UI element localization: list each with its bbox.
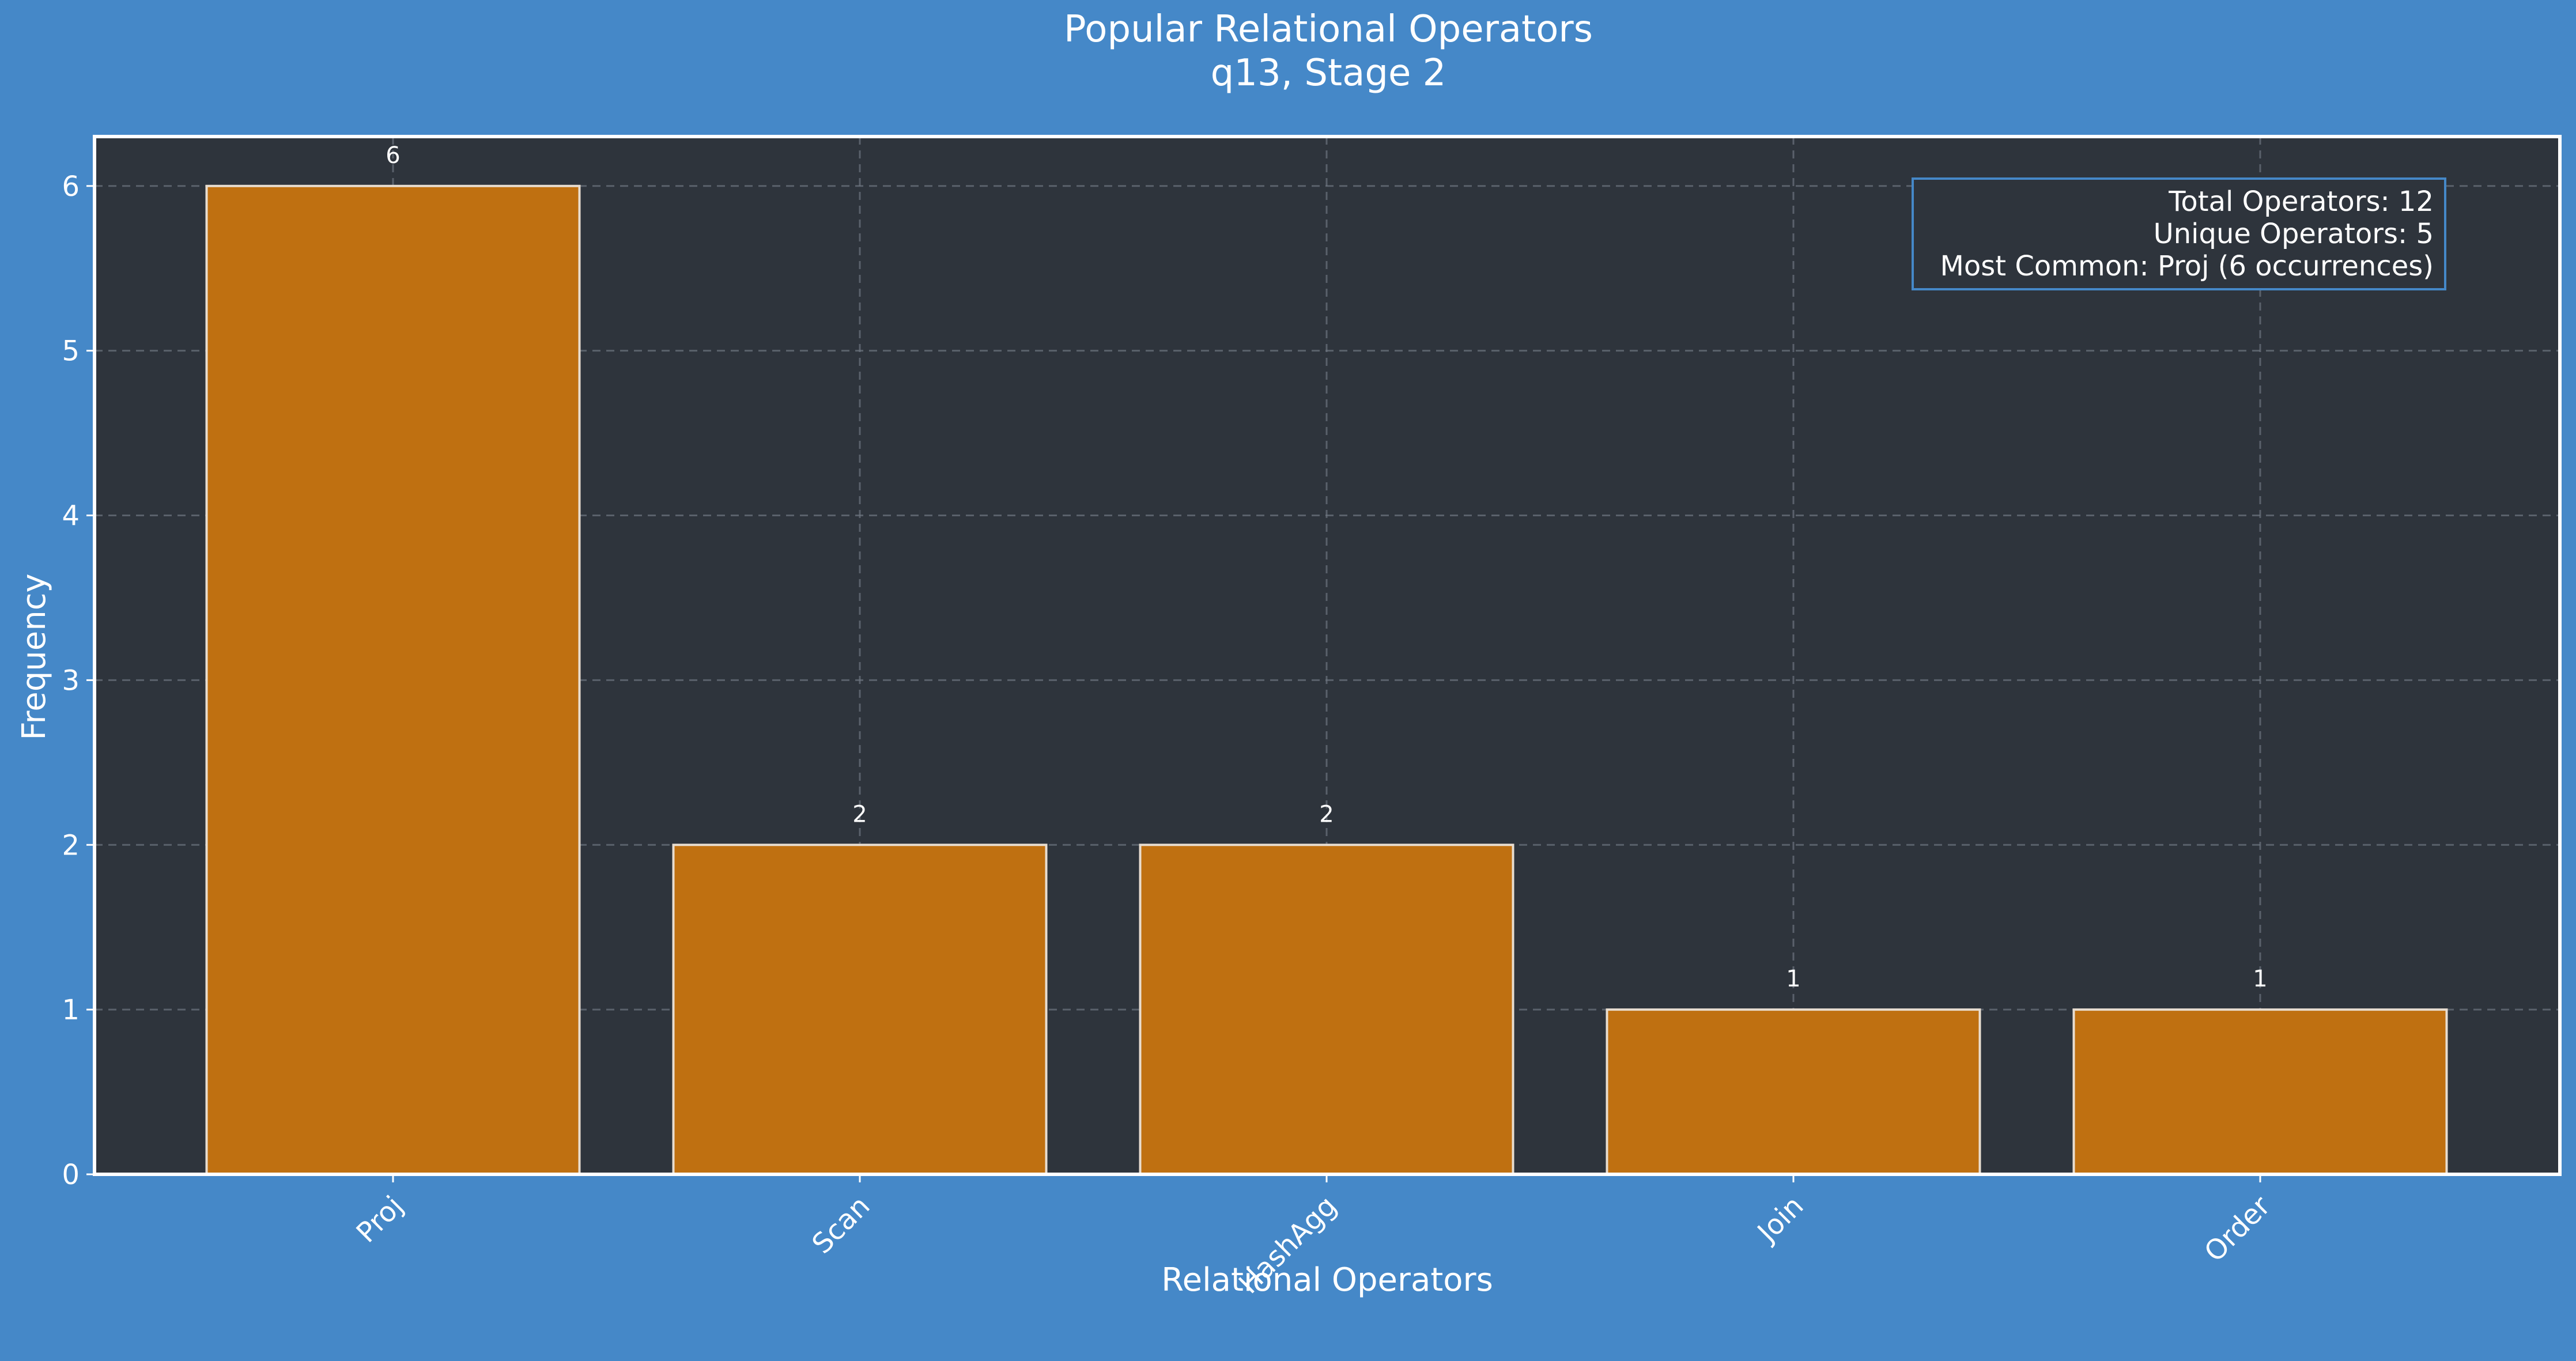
y-axis-label: Frequency (16, 573, 53, 740)
chart-subtitle: q13, Stage 2 (1211, 52, 1446, 94)
bar-order (2072, 1008, 2448, 1175)
data-label: 2 (852, 801, 867, 827)
stats-box: Total Operators: 12 Unique Operators: 5 … (1912, 177, 2446, 290)
chart-title: Popular Relational Operators (1064, 8, 1593, 51)
data-label: 6 (386, 142, 400, 169)
y-tick-label: 5 (62, 335, 80, 368)
stats-total-operators: Total Operators: 12 (2168, 186, 2434, 218)
bar-join (1606, 1008, 1981, 1175)
y-tick-label: 0 (62, 1159, 80, 1191)
stats-box-frame (1912, 177, 2446, 290)
bar-proj (205, 184, 581, 1175)
data-label: 1 (2253, 966, 2267, 992)
y-tick-label: 6 (62, 171, 80, 203)
y-tick-label: 3 (62, 664, 80, 697)
y-tick-label: 2 (62, 829, 80, 861)
bar-hashagg (1139, 844, 1514, 1176)
data-label: 1 (1786, 966, 1800, 992)
bar-layer: 6 2 2 1 1 (205, 142, 2448, 1176)
data-label: 2 (1319, 801, 1334, 827)
stats-unique-operators: Unique Operators: 5 (2154, 218, 2434, 250)
y-tick-label: 4 (62, 500, 80, 532)
y-tick-label: 1 (62, 994, 80, 1026)
x-axis-label: Relational Operators (1161, 1261, 1493, 1299)
bar-scan (672, 844, 1048, 1176)
stats-most-common: Most Common: Proj (6 occurrences) (1940, 250, 2434, 282)
